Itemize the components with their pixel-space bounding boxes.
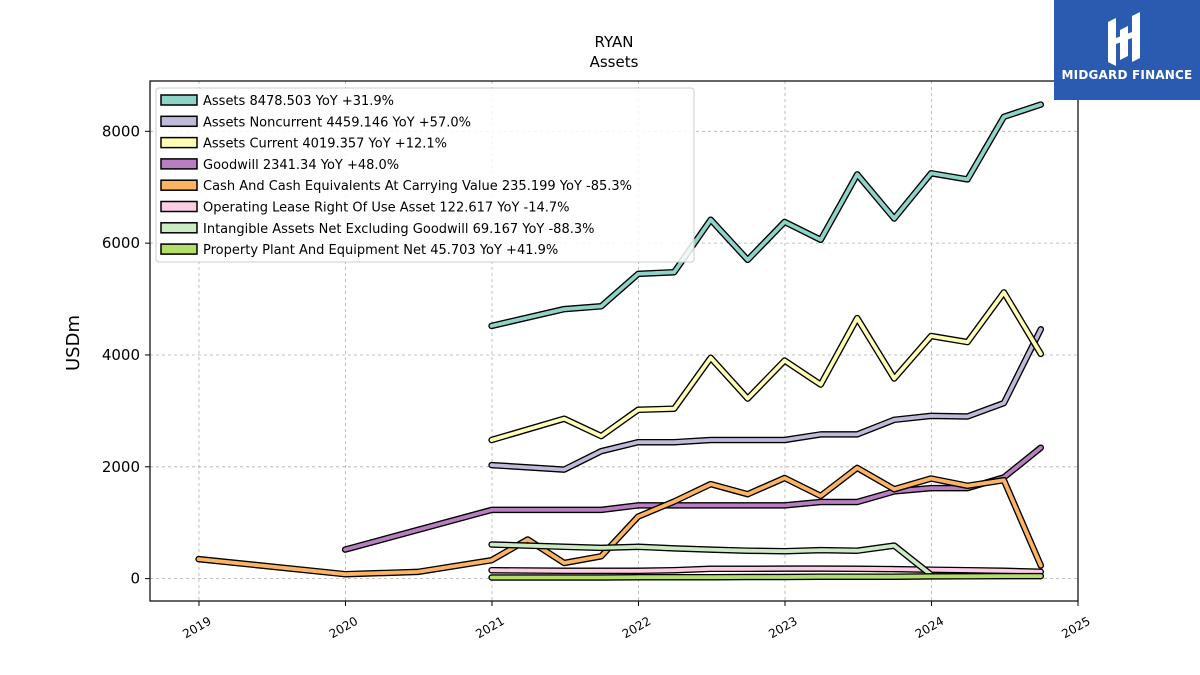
x-tick-label: 2025 <box>1059 614 1092 641</box>
brand-logo: MIDGARD FINANCE <box>1054 0 1200 100</box>
legend-label: Assets Noncurrent 4459.146 YoY +57.0% <box>203 115 471 130</box>
legend-label: Property Plant And Equipment Net 45.703 … <box>203 243 558 258</box>
series-line-stroke <box>489 102 1043 328</box>
series-line-outline <box>341 444 1045 553</box>
series-line-5 <box>195 464 1045 578</box>
legend-swatch <box>160 158 198 170</box>
legend-swatch <box>160 136 198 149</box>
x-tick-label: 2019 <box>180 614 213 641</box>
y-tick-label: 2000 <box>102 458 140 476</box>
series-line-stroke <box>343 445 1043 552</box>
legend-swatch <box>160 243 198 255</box>
legend-swatch <box>160 179 198 191</box>
series-line-7 <box>488 541 935 579</box>
series-line-2 <box>488 326 1045 473</box>
x-tick-label: 2024 <box>913 614 946 641</box>
series-line-stroke <box>196 466 1043 577</box>
legend-box <box>155 87 695 263</box>
legend-label: Operating Lease Right Of Use Asset 122.6… <box>203 201 570 216</box>
x-tick-label: 2020 <box>327 614 360 641</box>
legend-label: Goodwill 2341.34 YoY +48.0% <box>203 158 399 173</box>
x-tick-label: 2021 <box>473 614 506 641</box>
series-line-stroke <box>489 327 1043 472</box>
series-line-6 <box>488 565 1045 576</box>
chart-title: RYAN <box>595 33 634 51</box>
series-line-outline <box>488 326 1045 473</box>
series-line-stroke <box>489 566 1043 574</box>
y-tick-label: 6000 <box>102 234 140 252</box>
plot-frame <box>149 80 1079 602</box>
x-tick-label: 2023 <box>766 614 799 641</box>
series-line-4 <box>341 444 1045 553</box>
legend-label: Assets 8478.503 YoY +31.9% <box>203 94 394 109</box>
series-line-stroke <box>489 542 933 577</box>
legend-swatch <box>160 115 198 128</box>
legend-swatch <box>160 222 198 234</box>
legend-swatch <box>160 200 198 213</box>
y-tick-label: 0 <box>130 570 140 588</box>
legend-swatch <box>160 94 198 106</box>
series-line-stroke <box>489 290 1043 442</box>
x-tick-label: 2022 <box>620 614 653 641</box>
legend: Assets 8478.503 YoY +31.9% Assets Noncurr… <box>155 87 695 263</box>
brand-name: MIDGARD FINANCE <box>1061 68 1193 82</box>
series-lines <box>195 101 1045 581</box>
legend-label: Cash And Cash Equivalents At Carrying Va… <box>203 179 632 194</box>
chart-subtitle: Assets <box>590 53 639 71</box>
series-line-1 <box>488 101 1045 330</box>
y-tick-label: 8000 <box>102 122 140 140</box>
series-line-3 <box>488 289 1045 444</box>
series-line-8 <box>488 572 1045 581</box>
series-line-stroke <box>489 574 1043 580</box>
y-tick-label: 4000 <box>102 346 140 364</box>
legend-label: Assets Current 4019.357 YoY +12.1% <box>203 137 447 152</box>
y-axis-label: USDm <box>63 315 84 371</box>
legend-label: Intangible Assets Net Excluding Goodwill… <box>203 222 594 237</box>
midgard-logo-icon <box>1108 12 1140 66</box>
